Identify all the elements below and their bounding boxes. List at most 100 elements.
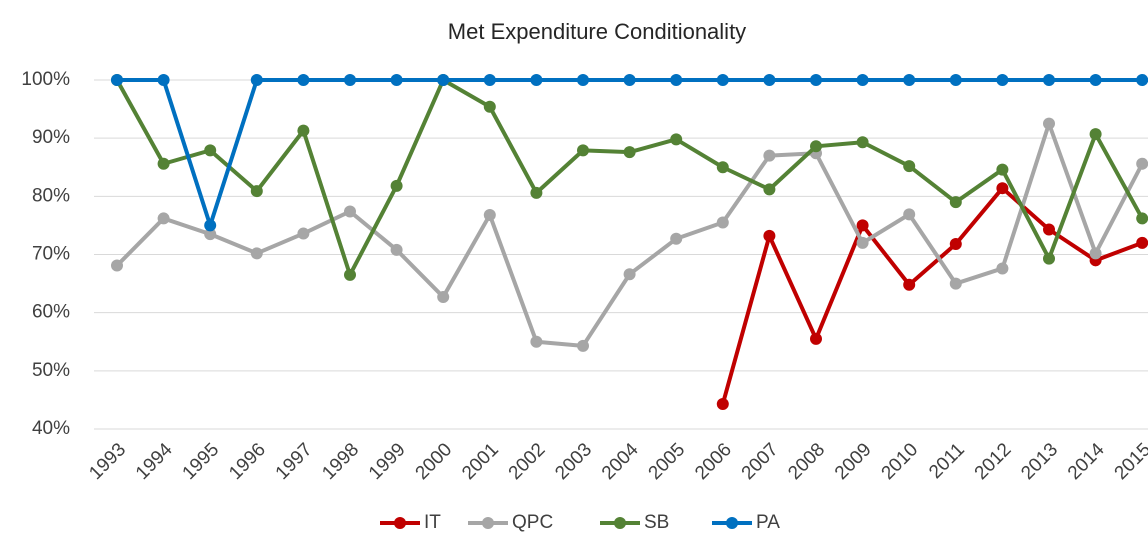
y-tick-label: 100%	[21, 69, 70, 90]
y-tick-label: 70%	[32, 244, 70, 265]
point	[344, 205, 356, 218]
legend-label: SB	[644, 512, 669, 533]
point	[903, 278, 916, 291]
point	[390, 179, 403, 192]
point	[763, 229, 776, 242]
point	[670, 133, 683, 146]
point	[111, 259, 123, 272]
point	[856, 236, 869, 249]
legend-label: QPC	[512, 512, 553, 533]
y-tick-label: 40%	[32, 418, 70, 439]
legend-label: PA	[756, 512, 780, 533]
point	[996, 163, 1009, 176]
point	[1089, 128, 1102, 141]
point	[949, 74, 962, 86]
point	[390, 243, 403, 256]
point	[903, 208, 916, 221]
series-line	[720, 186, 1143, 405]
x-tick-label: 2013	[1017, 439, 1062, 484]
point	[250, 247, 263, 260]
point	[716, 161, 729, 174]
point	[483, 208, 496, 221]
point	[949, 238, 962, 251]
legend-marker	[726, 517, 738, 529]
point	[437, 290, 450, 303]
point	[344, 74, 356, 86]
point	[996, 262, 1009, 275]
x-tick-label: 2009	[831, 439, 876, 484]
legend-marker	[394, 517, 406, 529]
x-tick-label: 2010	[878, 439, 923, 484]
point	[856, 74, 869, 86]
x-tick-label: 2003	[551, 439, 596, 484]
point	[344, 268, 356, 281]
point	[1043, 252, 1055, 265]
point	[157, 74, 170, 86]
point	[297, 227, 310, 240]
point	[763, 74, 776, 86]
point	[297, 74, 310, 86]
x-tick-label: 2006	[691, 439, 736, 484]
point	[111, 74, 123, 86]
legend-marker	[482, 517, 494, 529]
point	[204, 219, 217, 232]
point	[716, 216, 729, 229]
point	[996, 182, 1009, 195]
x-tick-label: 1995	[179, 439, 224, 484]
point	[483, 74, 496, 86]
point	[810, 74, 822, 86]
point	[949, 277, 962, 290]
point	[530, 74, 543, 86]
point	[810, 140, 822, 153]
legend-label: IT	[424, 512, 441, 533]
x-tick-label: 2001	[458, 439, 503, 484]
point	[856, 219, 869, 232]
point	[763, 149, 776, 162]
x-tick-label: 2002	[505, 439, 550, 484]
point	[903, 160, 916, 173]
x-tick-label: 2014	[1064, 439, 1109, 484]
point	[1136, 212, 1148, 225]
x-tick-label: 2000	[412, 439, 457, 484]
x-tick-label: 1997	[272, 439, 317, 484]
x-tick-label: 1998	[318, 439, 363, 484]
x-tick-label: 2011	[925, 439, 969, 483]
point	[390, 74, 403, 86]
point	[437, 74, 450, 86]
x-tick-label: 2004	[598, 439, 643, 484]
point	[1136, 74, 1148, 86]
point	[623, 74, 636, 86]
point	[903, 74, 916, 86]
point	[716, 74, 729, 86]
x-tick-label: 2007	[738, 439, 783, 484]
point	[1089, 247, 1102, 260]
point	[530, 335, 543, 348]
point	[577, 144, 589, 157]
point	[949, 196, 962, 209]
point	[297, 124, 310, 137]
point	[623, 268, 636, 281]
y-tick-label: 50%	[32, 360, 70, 381]
point	[670, 74, 683, 86]
point	[763, 183, 776, 196]
point	[856, 136, 869, 149]
point	[530, 186, 543, 199]
point	[577, 74, 589, 86]
chart-title: Met Expenditure Conditionality	[448, 19, 746, 44]
x-tick-label: 2012	[971, 439, 1016, 484]
point	[250, 74, 263, 86]
y-tick-label: 90%	[32, 127, 70, 148]
point	[157, 212, 170, 225]
point	[1089, 74, 1102, 86]
point	[1136, 157, 1148, 170]
point	[623, 146, 636, 159]
point	[1136, 236, 1148, 249]
point	[250, 185, 263, 198]
x-tick-label: 1993	[85, 439, 130, 484]
point	[1043, 117, 1055, 130]
y-tick-label: 80%	[32, 185, 70, 206]
x-tick-label: 2008	[784, 439, 829, 484]
point	[1043, 74, 1055, 86]
